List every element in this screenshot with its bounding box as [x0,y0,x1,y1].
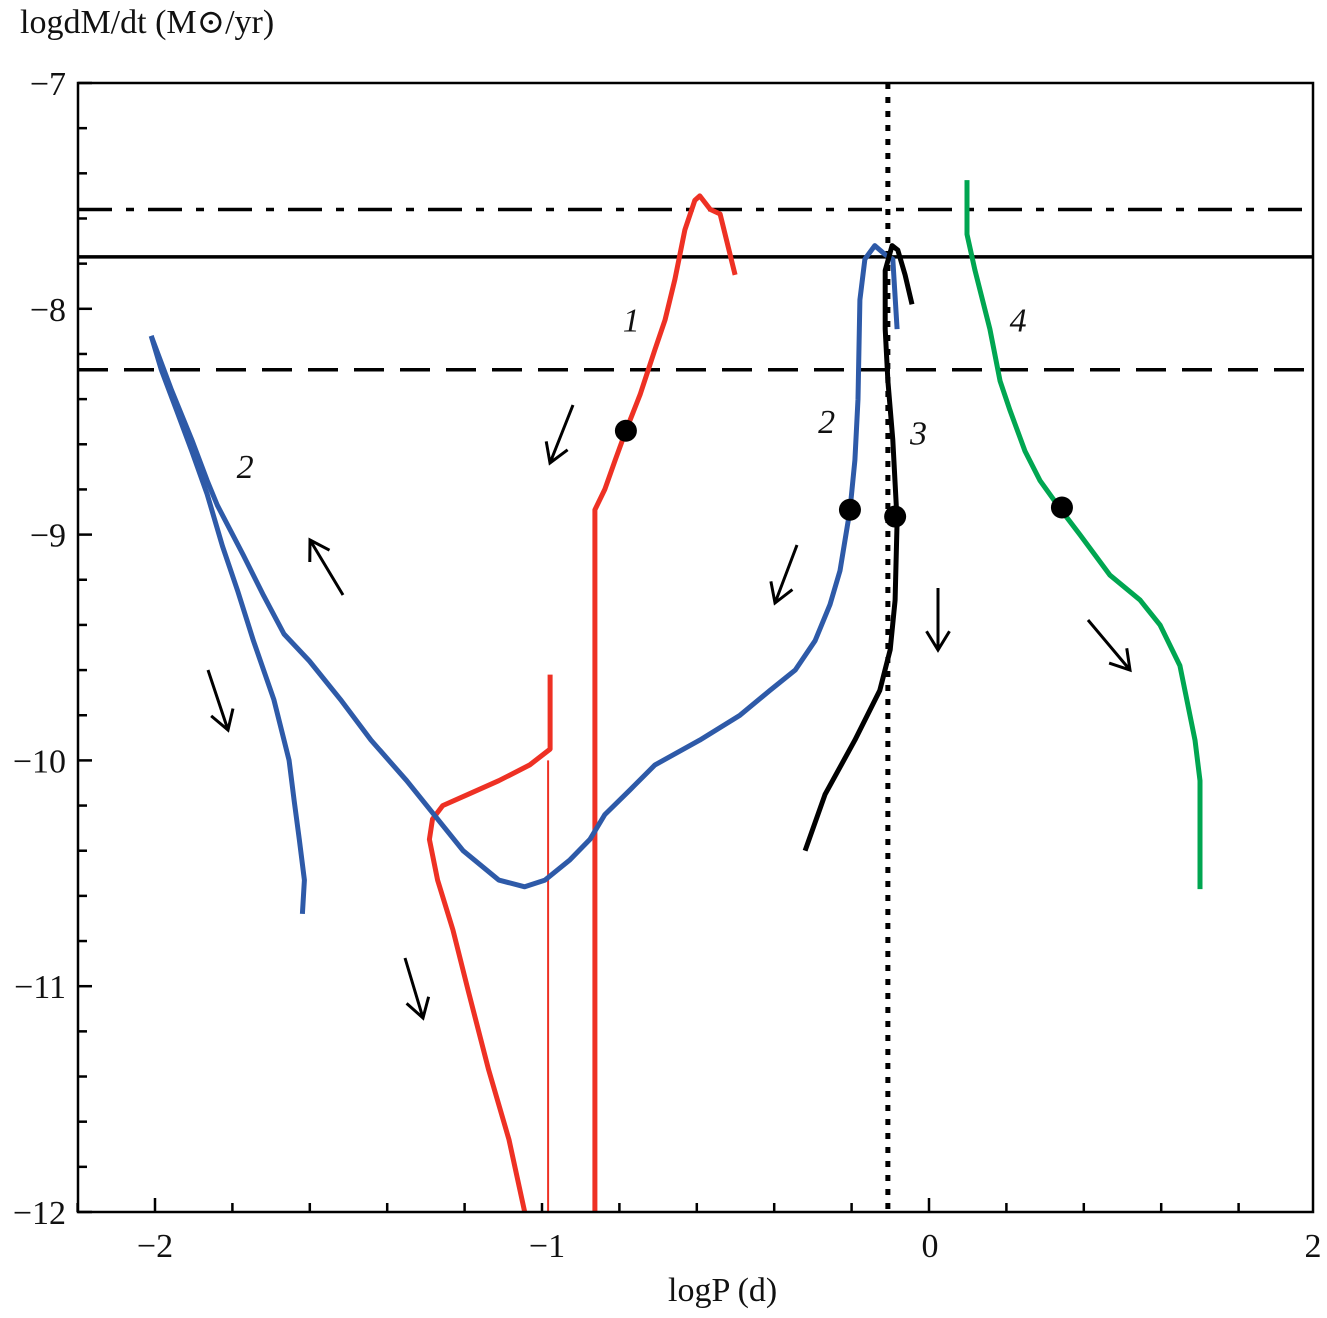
series-2-line [148,243,900,890]
direction-arrow-icon [206,669,235,733]
y-tick-label: −8 [30,292,66,329]
series-3-label: 3 [909,415,927,452]
series-1-label: 1 [623,302,640,339]
direction-arrow-icon [769,544,799,606]
x-axis-label: logP (d) [668,1272,778,1309]
series-4-line [964,180,1203,890]
direction-arrow-icon [308,537,345,596]
plot-frame [76,81,1315,1214]
direction-arrow-icon [925,588,951,653]
x-tick-label: −1 [529,1228,565,1265]
series-4-label: 4 [1010,302,1027,339]
series-3-marker [884,505,907,528]
y-tick-label: −12 [13,1195,66,1232]
y-tick-label: −11 [14,969,66,1006]
series-2-marker [838,498,861,521]
series-2-label: 2 [237,449,254,486]
x-tick-label: 0 [922,1228,939,1265]
direction-arrow-icon [1086,619,1132,673]
series-1-marker [614,419,637,442]
y-axis-label: logdM/dt (M⊙/yr) [20,4,275,41]
series-2-line [148,335,307,915]
series-4-marker [1050,496,1073,519]
x-tick-label: −2 [137,1228,173,1265]
x-tick-label: 2 [1305,1228,1322,1265]
y-tick-label: −7 [30,66,66,103]
series-1-line [426,674,553,1213]
y-tick-label: −10 [13,743,66,780]
series-1-line [592,193,738,1212]
series-3-line [802,243,915,852]
y-tick-label: −9 [30,518,66,555]
direction-arrow-icon [403,957,431,1021]
series-2-label: 2 [818,404,835,441]
direction-arrow-icon [544,404,575,466]
